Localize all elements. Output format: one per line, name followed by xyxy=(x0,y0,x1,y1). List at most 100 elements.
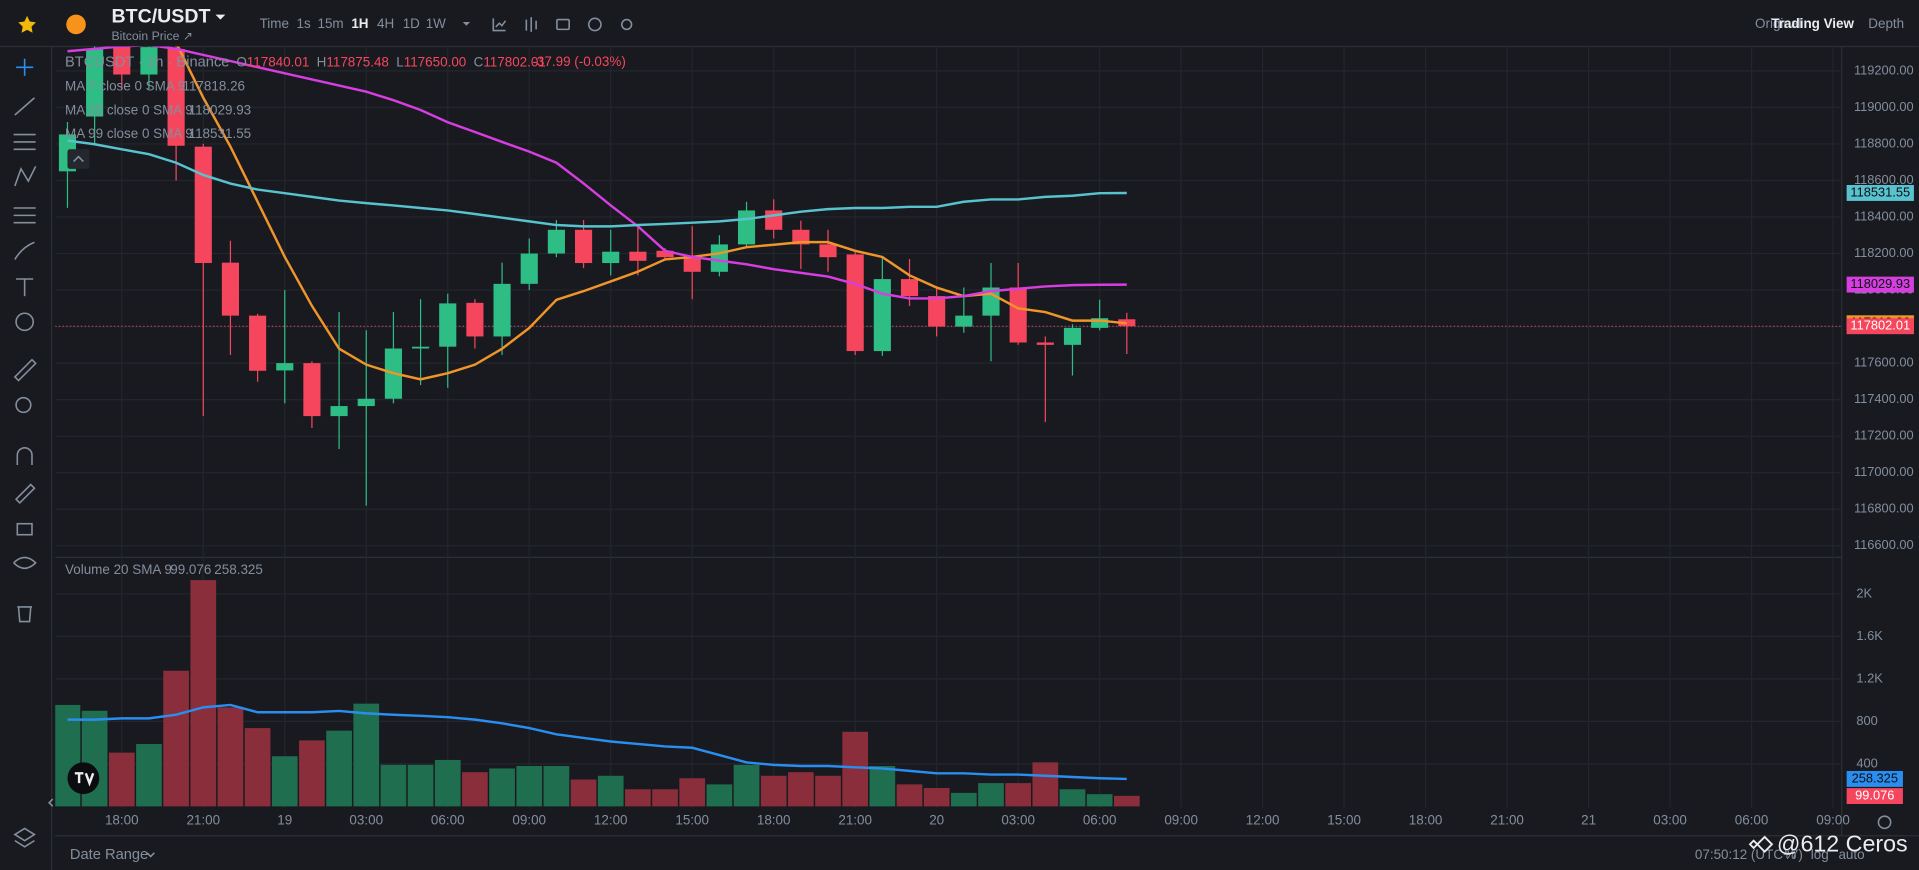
fib-tool[interactable] xyxy=(13,207,36,224)
collapse-legend[interactable] xyxy=(67,149,90,169)
interval-option[interactable]: 1H xyxy=(351,16,368,31)
screenshot-icon[interactable] xyxy=(556,18,570,31)
scroll-left[interactable] xyxy=(47,798,54,807)
y-tick-label: 117000.00 xyxy=(1854,464,1914,479)
ohlc-key: H xyxy=(317,54,327,69)
interval-option[interactable]: Time xyxy=(260,16,289,31)
candle-body xyxy=(547,229,565,254)
scale-option[interactable]: % xyxy=(1784,847,1796,862)
candle-body xyxy=(602,251,620,264)
interval-option[interactable]: 1W xyxy=(426,16,446,31)
ohlc-value: 117650.00 xyxy=(404,54,467,69)
scale-option[interactable]: log xyxy=(1811,847,1829,862)
y-tick-label: 117200.00 xyxy=(1854,428,1914,443)
emoji-tool[interactable] xyxy=(15,312,35,332)
interval-option[interactable]: 4H xyxy=(377,16,394,31)
legend-entry: MA 25 close 0 SMA 9 xyxy=(65,102,193,117)
y-tick-label: 400 xyxy=(1856,755,1877,770)
legend-value: 118029.93 xyxy=(189,102,252,117)
candle-body xyxy=(792,229,810,245)
ohlc-key: O xyxy=(236,54,246,69)
channel-tool[interactable] xyxy=(13,133,36,151)
tv-logo[interactable] xyxy=(67,762,100,795)
volume-average-line xyxy=(67,703,1127,781)
line-tool[interactable] xyxy=(14,97,35,116)
visibility-tool[interactable] xyxy=(13,556,37,570)
view-tab[interactable]: Depth xyxy=(1868,16,1904,31)
delete-tool[interactable] xyxy=(17,606,32,623)
volume-bar xyxy=(244,728,271,807)
date-range-dropdown[interactable] xyxy=(146,852,155,858)
symbol[interactable]: BTC/USDT xyxy=(112,5,211,27)
brush-tool[interactable] xyxy=(14,241,35,260)
magnet-tool[interactable] xyxy=(16,447,33,465)
lock-tool[interactable] xyxy=(16,522,33,536)
view-tab[interactable]: Trading View xyxy=(1771,16,1854,31)
volume-bar xyxy=(869,766,896,807)
volume-bar xyxy=(923,787,950,807)
candle-body xyxy=(900,279,919,297)
volume-bar xyxy=(1113,795,1140,807)
volume-bar xyxy=(353,703,380,807)
interval-option[interactable]: 1s xyxy=(297,16,311,31)
crosshair-tool[interactable] xyxy=(16,58,34,76)
legend-ohlc: O117840.01 H117875.48 L117650.00 C117802.01 xyxy=(236,54,546,69)
volume-bar xyxy=(108,752,135,807)
volume-bar xyxy=(299,740,325,807)
candle-body xyxy=(955,315,973,327)
view-tab[interactable]: Original xyxy=(1755,16,1801,31)
zoom-tool[interactable] xyxy=(15,396,32,414)
volume-bar xyxy=(136,744,162,807)
lock-draw-tool[interactable] xyxy=(14,483,36,505)
date-range[interactable]: Date Range xyxy=(70,847,148,863)
price-badge-label: 118531.55 xyxy=(1850,184,1910,199)
ruler-tool[interactable] xyxy=(13,358,37,382)
volume-bar xyxy=(652,789,678,807)
drawing-toolbar xyxy=(13,58,37,848)
y-tick-label: 1.6K xyxy=(1856,628,1883,643)
x-tick-label: 18:00 xyxy=(757,813,791,828)
volume-bar xyxy=(217,707,244,807)
indicator-icon[interactable] xyxy=(492,18,507,32)
legend-value: 258.325 xyxy=(214,562,263,577)
legend-value: 118531.55 xyxy=(189,126,252,141)
volume-bar xyxy=(733,764,760,807)
candle-body xyxy=(249,315,267,371)
add-icon[interactable] xyxy=(587,17,602,32)
more-intervals[interactable] xyxy=(462,22,471,26)
axis-settings[interactable] xyxy=(1877,815,1892,830)
volume-bar xyxy=(978,783,1004,807)
x-tick-label: 18:00 xyxy=(1409,813,1443,828)
candle-body xyxy=(357,398,375,407)
legend-entry: MA 99 close 0 SMA 9 xyxy=(65,126,193,141)
price-badge xyxy=(1846,185,1914,201)
candle-body xyxy=(493,283,511,337)
moving-average-line xyxy=(67,139,1127,228)
x-tick-label: 09:00 xyxy=(512,813,546,828)
interval-option[interactable]: 1D xyxy=(403,16,420,31)
tv-logo-mark xyxy=(74,772,95,787)
y-tick-label: 117600.00 xyxy=(1854,355,1914,370)
interval-option[interactable]: 15m xyxy=(317,16,343,31)
ohlc-value: 117875.48 xyxy=(326,54,389,69)
symbol-subtitle[interactable]: Bitcoin Price ↗ xyxy=(112,29,194,43)
symbol-dropdown[interactable] xyxy=(215,14,226,20)
legend-entry: MA 7 close 0 SMA 9 xyxy=(65,78,185,93)
favorite-icon[interactable] xyxy=(18,15,36,33)
collapse-arrow[interactable] xyxy=(73,155,84,163)
chart-type-icon[interactable] xyxy=(525,17,537,32)
layers-icon[interactable] xyxy=(13,827,36,848)
candle-body xyxy=(629,251,647,261)
x-tick-label: 12:00 xyxy=(1246,813,1280,828)
settings-icon[interactable] xyxy=(620,18,633,31)
text-tool[interactable] xyxy=(16,278,34,297)
watermark-logo xyxy=(1748,835,1774,853)
x-tick-label: 06:00 xyxy=(431,813,465,828)
y-tick-label: 118800.00 xyxy=(1854,135,1914,150)
pattern-tool[interactable] xyxy=(14,166,37,187)
volume-bar xyxy=(760,775,787,807)
volume-bar xyxy=(489,768,515,807)
scale-option[interactable]: auto xyxy=(1838,847,1864,862)
